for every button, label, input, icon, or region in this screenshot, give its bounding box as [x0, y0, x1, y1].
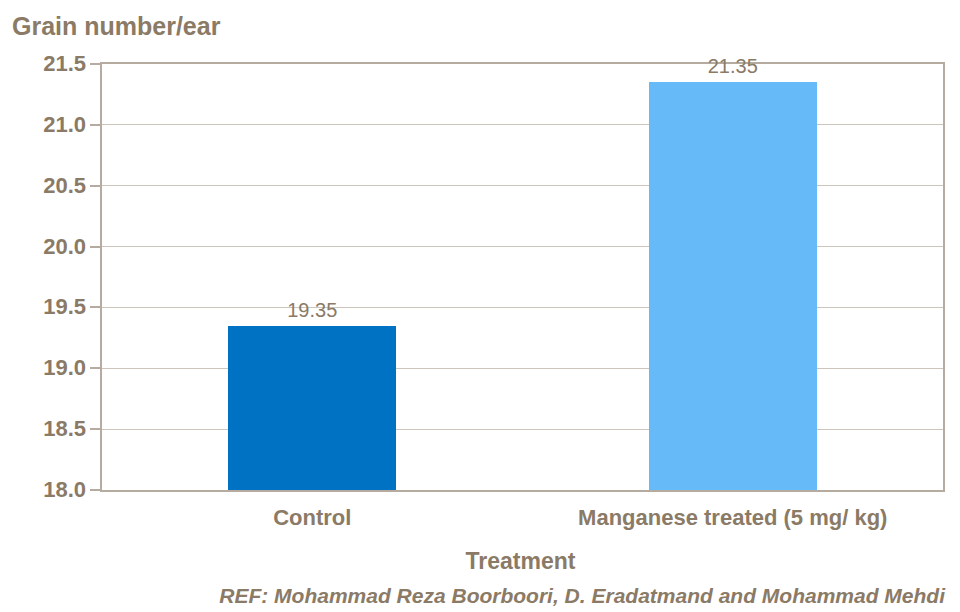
plot-area: 18.018.519.019.520.020.521.021.519.35Con… [100, 62, 945, 492]
x-category-label: Manganese treated (5 mg/ kg) [533, 505, 933, 531]
bar-manganese-treated-5-mg-kg [649, 82, 817, 490]
y-axis-tick-label: 20.5 [24, 174, 86, 198]
y-axis-tick-label: 19.5 [24, 295, 86, 319]
bar-value-label: 21.35 [673, 55, 793, 78]
y-axis-tick [90, 306, 100, 308]
y-axis-tick [90, 246, 100, 248]
y-axis-tick [90, 489, 100, 491]
y-gridline [102, 307, 943, 308]
bar-value-label: 19.35 [252, 299, 372, 322]
y-axis-tick-label: 21.5 [24, 52, 86, 76]
y-axis-tick-label: 18.0 [24, 478, 86, 502]
reference-text: REF: Mohammad Reza Boorboori, D. Eradatm… [0, 584, 945, 608]
y-axis-tick [90, 124, 100, 126]
x-category-label: Control [112, 505, 512, 531]
y-axis-tick [90, 367, 100, 369]
y-axis-tick-label: 18.5 [24, 417, 86, 441]
y-axis-tick-label: 19.0 [24, 356, 86, 380]
chart-canvas: Grain number/ear 18.018.519.019.520.020.… [0, 0, 960, 612]
y-gridline [102, 246, 943, 247]
x-axis-title: Treatment [100, 548, 941, 575]
bar-control [228, 326, 396, 490]
y-axis-tick [90, 63, 100, 65]
y-gridline [102, 185, 943, 186]
y-axis-tick-label: 20.0 [24, 235, 86, 259]
y-gridline [102, 124, 943, 125]
y-axis-tick [90, 185, 100, 187]
y-axis-tick-label: 21.0 [24, 113, 86, 137]
chart-title: Grain number/ear [12, 12, 220, 41]
y-axis-tick [90, 428, 100, 430]
